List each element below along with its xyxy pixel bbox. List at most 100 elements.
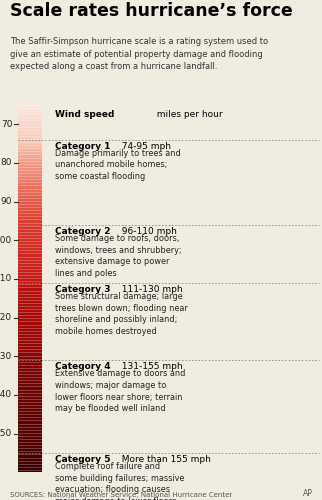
Bar: [18, 268, 42, 270]
Bar: [18, 112, 42, 114]
Bar: [18, 290, 42, 292]
Text: Category 3: Category 3: [55, 285, 110, 294]
Text: Category 1: Category 1: [55, 142, 117, 150]
Bar: [18, 402, 42, 404]
Bar: [18, 455, 42, 457]
Bar: [18, 212, 42, 213]
Text: Some damage to roofs, doors,
windows, trees and shrubbery;
extensive damage to p: Some damage to roofs, doors, windows, tr…: [55, 234, 181, 278]
Bar: [18, 190, 42, 192]
Bar: [18, 114, 42, 116]
Bar: [18, 142, 42, 144]
Bar: [18, 346, 42, 348]
Bar: [18, 228, 42, 230]
Bar: [18, 460, 42, 462]
Bar: [18, 210, 42, 212]
Bar: [18, 240, 42, 242]
Bar: [18, 262, 42, 264]
Bar: [18, 298, 42, 300]
Bar: [18, 296, 42, 298]
Text: Category 5: Category 5: [55, 455, 110, 464]
Bar: [18, 208, 42, 210]
Bar: [18, 194, 42, 196]
Bar: [18, 464, 42, 466]
Bar: [18, 156, 42, 157]
Bar: [18, 120, 42, 122]
Bar: [18, 130, 42, 132]
Bar: [18, 163, 42, 165]
Bar: [18, 252, 42, 254]
Bar: [18, 217, 42, 219]
Bar: [18, 128, 42, 130]
Bar: [18, 397, 42, 399]
Text: Wind speed: Wind speed: [55, 110, 114, 119]
Bar: [18, 264, 42, 266]
Bar: [18, 266, 42, 268]
Bar: [18, 109, 42, 111]
Bar: [18, 370, 42, 372]
Bar: [18, 277, 42, 279]
Bar: [18, 116, 42, 118]
Bar: [18, 186, 42, 188]
Bar: [18, 150, 42, 152]
Bar: [18, 198, 42, 200]
Bar: [18, 169, 42, 170]
Text: 130: 130: [0, 352, 12, 361]
Bar: [18, 126, 42, 128]
Bar: [18, 384, 42, 386]
Bar: [18, 335, 42, 337]
Bar: [18, 329, 42, 331]
Bar: [18, 242, 42, 244]
Text: SOURCES: National Weather Service; National Hurricane Center: SOURCES: National Weather Service; Natio…: [10, 492, 232, 498]
Bar: [18, 348, 42, 350]
Bar: [18, 331, 42, 333]
Bar: [18, 122, 42, 124]
Bar: [18, 328, 42, 329]
Bar: [18, 292, 42, 294]
Bar: [18, 146, 42, 148]
Bar: [18, 232, 42, 234]
Text: Extensive damage to doors and
windows; major damage to
lower floors near shore; : Extensive damage to doors and windows; m…: [55, 369, 185, 414]
Bar: [18, 354, 42, 356]
Bar: [18, 314, 42, 316]
Bar: [18, 414, 42, 416]
Bar: [18, 140, 42, 141]
Bar: [18, 462, 42, 464]
Bar: [18, 165, 42, 167]
Bar: [18, 364, 42, 366]
Bar: [18, 206, 42, 208]
Bar: [18, 447, 42, 449]
Text: 96-110 mph: 96-110 mph: [116, 227, 177, 236]
Bar: [18, 410, 42, 412]
Bar: [18, 246, 42, 248]
Bar: [18, 337, 42, 339]
Text: 80: 80: [1, 158, 12, 168]
Bar: [18, 386, 42, 387]
Bar: [18, 306, 42, 308]
Bar: [18, 234, 42, 236]
Bar: [18, 270, 42, 271]
Bar: [18, 458, 42, 460]
Bar: [18, 350, 42, 352]
Bar: [18, 215, 42, 217]
Bar: [18, 136, 42, 138]
Bar: [18, 339, 42, 341]
Bar: [18, 378, 42, 380]
Bar: [18, 312, 42, 314]
Text: Category 3: Category 3: [55, 285, 117, 294]
Bar: [18, 180, 42, 182]
Bar: [18, 470, 42, 472]
Bar: [18, 436, 42, 438]
Bar: [18, 225, 42, 227]
Text: Scale rates hurricane’s force: Scale rates hurricane’s force: [10, 2, 292, 21]
Bar: [18, 283, 42, 285]
Text: Category 2: Category 2: [55, 227, 110, 236]
Bar: [18, 227, 42, 228]
Bar: [18, 333, 42, 335]
Text: Complete roof failure and
some building failures; massive
evacuation; flooding c: Complete roof failure and some building …: [55, 462, 184, 500]
Bar: [18, 105, 42, 107]
Bar: [18, 457, 42, 458]
Bar: [18, 134, 42, 136]
Bar: [18, 286, 42, 288]
Bar: [18, 275, 42, 277]
Text: 111-130 mph: 111-130 mph: [116, 285, 183, 294]
